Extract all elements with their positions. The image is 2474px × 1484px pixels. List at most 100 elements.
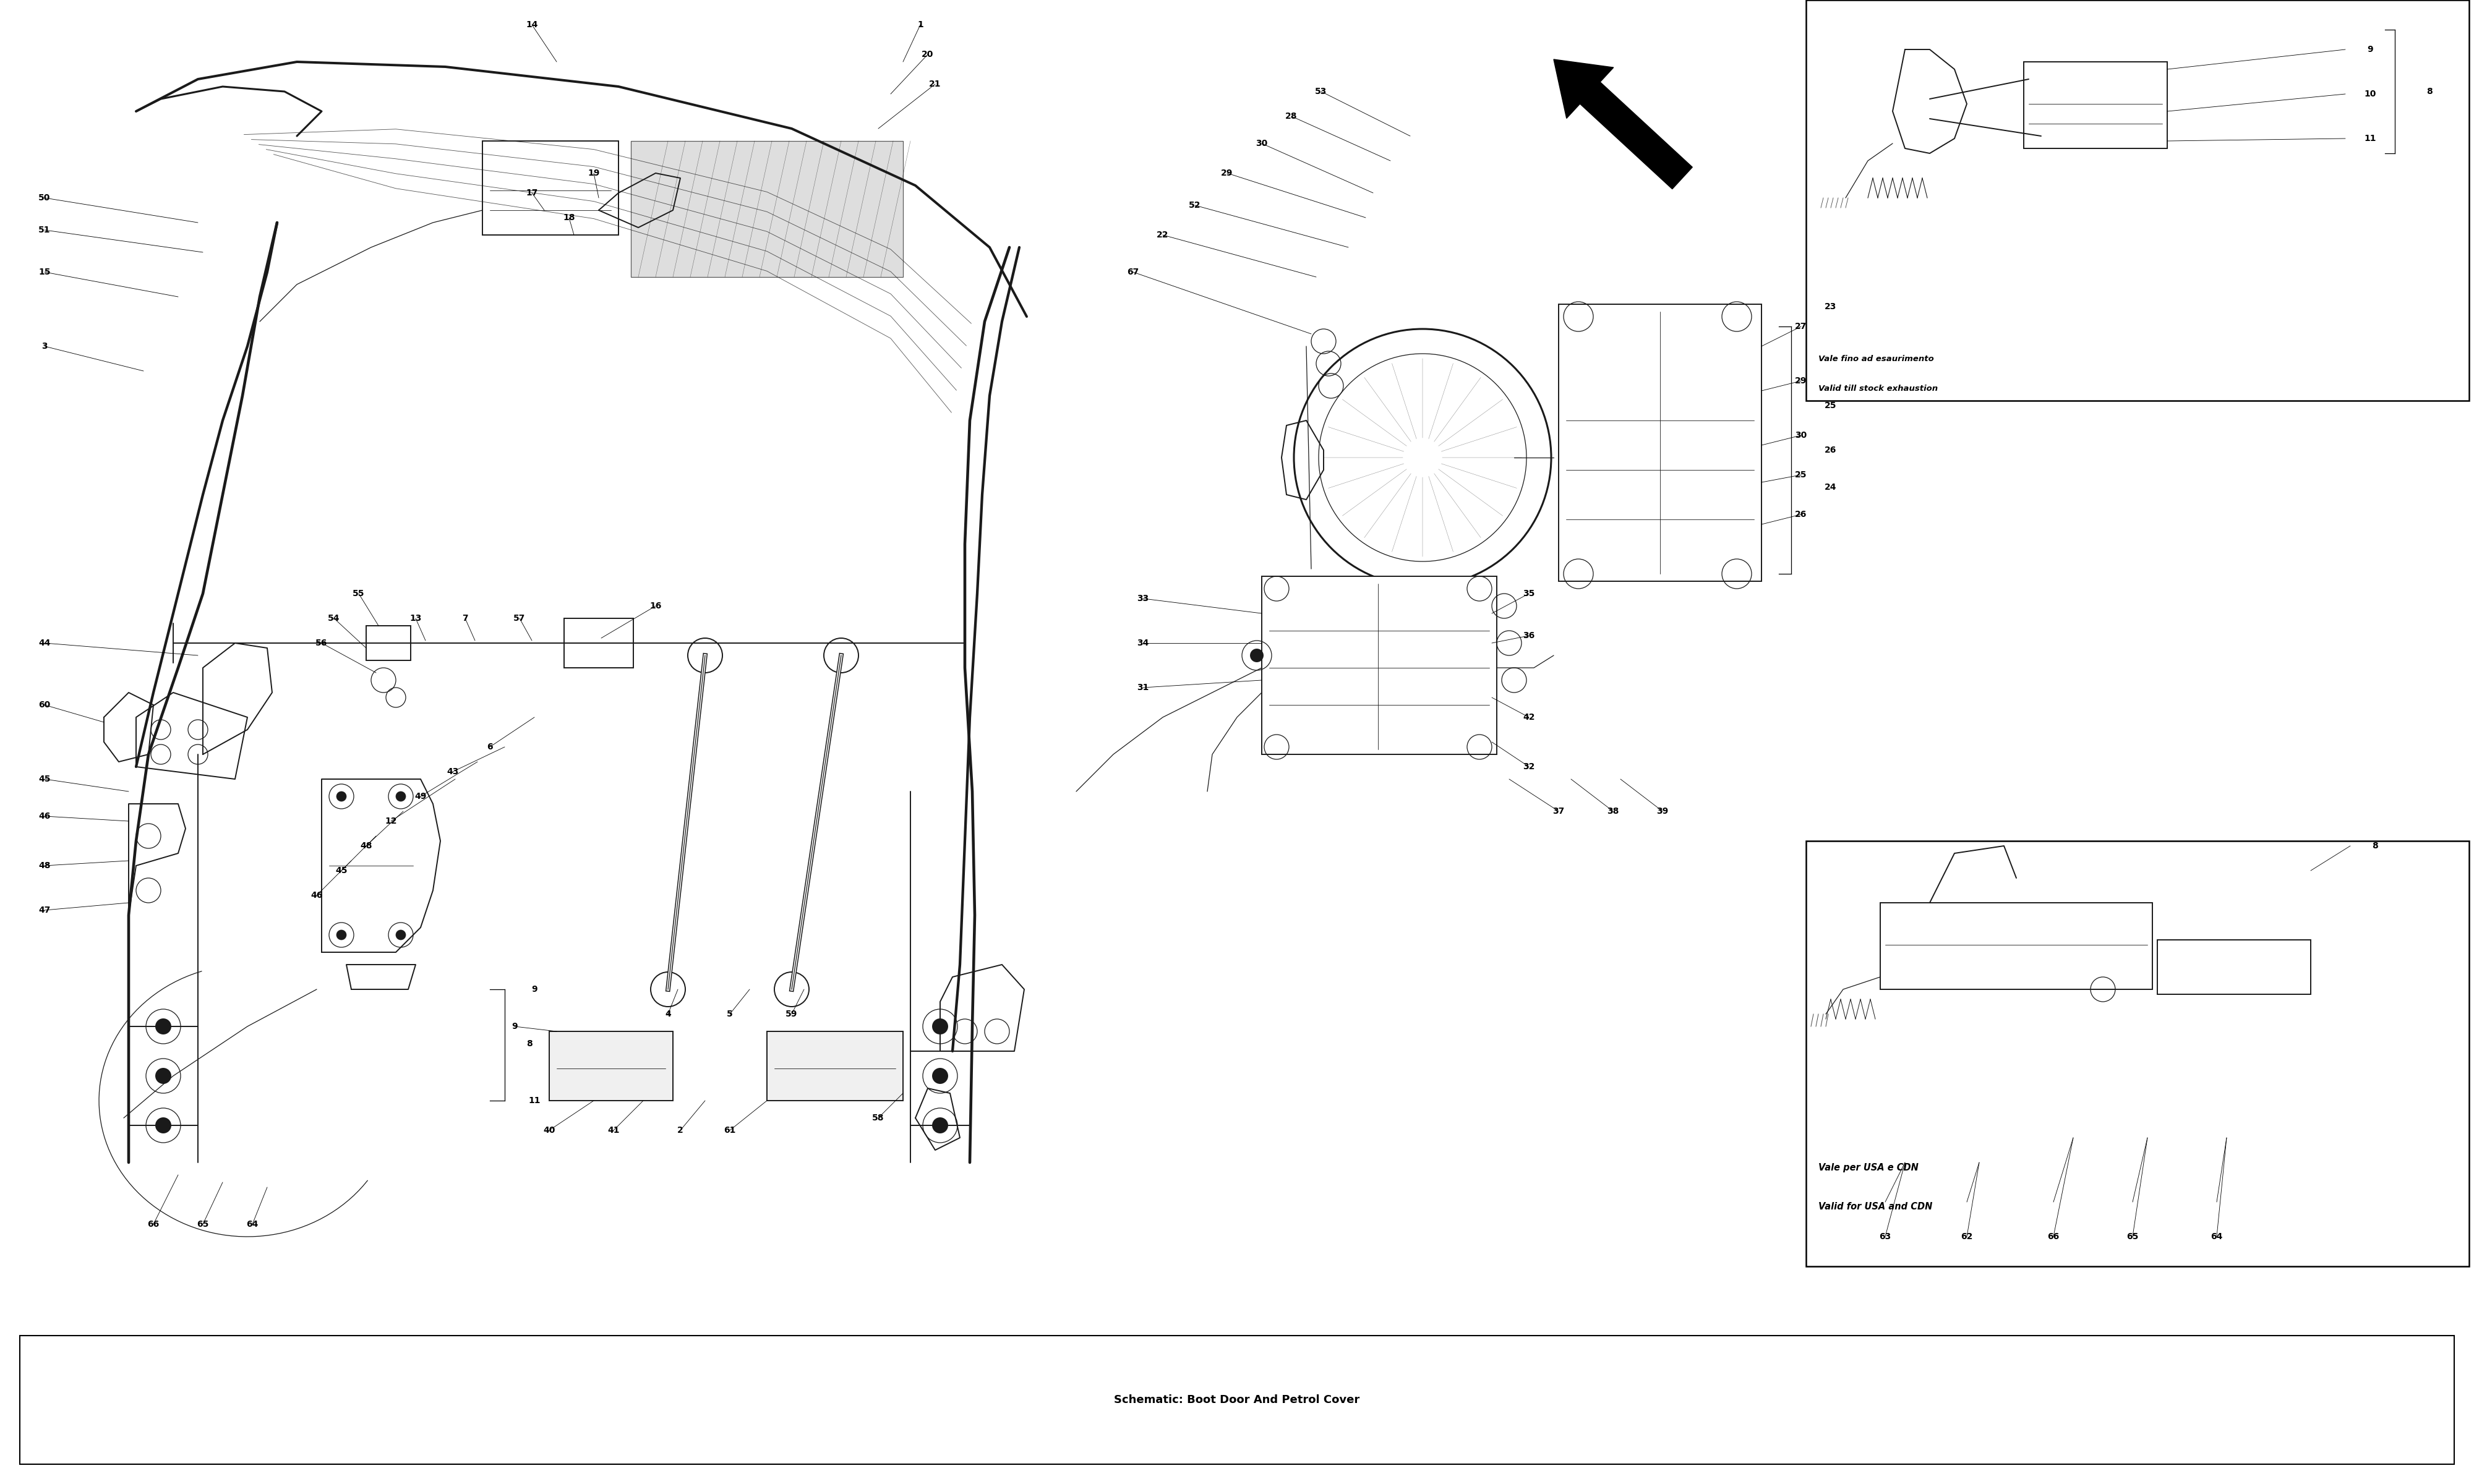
- Text: 46: 46: [40, 812, 49, 821]
- Text: 46: 46: [312, 890, 322, 899]
- Circle shape: [651, 972, 685, 1006]
- Circle shape: [336, 930, 346, 939]
- Text: 41: 41: [609, 1126, 618, 1135]
- Circle shape: [388, 784, 413, 809]
- Text: Vale fino ad esaurimento: Vale fino ad esaurimento: [1818, 355, 1935, 362]
- Text: 9: 9: [2368, 45, 2373, 53]
- Text: 8: 8: [527, 1039, 532, 1048]
- Circle shape: [396, 930, 406, 939]
- Text: 8: 8: [2373, 841, 2378, 850]
- Circle shape: [774, 972, 809, 1006]
- Text: 24: 24: [1826, 482, 1836, 491]
- Text: Vale per USA e CDN: Vale per USA e CDN: [1818, 1163, 1917, 1172]
- FancyArrow shape: [1554, 59, 1692, 188]
- Text: 42: 42: [1524, 712, 1534, 721]
- Text: 9: 9: [532, 985, 537, 994]
- Text: 45: 45: [40, 775, 49, 784]
- Text: 25: 25: [1826, 401, 1836, 410]
- Text: Valid for USA and CDN: Valid for USA and CDN: [1818, 1202, 1932, 1211]
- Text: 3: 3: [42, 341, 47, 350]
- Text: 12: 12: [386, 816, 396, 825]
- Text: 43: 43: [448, 767, 458, 776]
- Circle shape: [923, 1109, 957, 1143]
- Text: 66: 66: [2048, 1232, 2058, 1241]
- Text: 47: 47: [40, 905, 49, 914]
- Bar: [1880, 902, 2152, 990]
- Text: 23: 23: [1826, 303, 1836, 312]
- Text: 29: 29: [1222, 169, 1232, 178]
- Circle shape: [396, 791, 406, 801]
- Text: 64: 64: [2212, 1232, 2222, 1241]
- Text: 57: 57: [515, 614, 524, 623]
- Text: 13: 13: [411, 614, 421, 623]
- Text: 52: 52: [1190, 200, 1200, 209]
- Text: 37: 37: [1554, 807, 1564, 816]
- Circle shape: [1252, 650, 1264, 662]
- Text: 19: 19: [589, 169, 599, 178]
- Text: 35: 35: [1524, 589, 1534, 598]
- Text: 15: 15: [40, 267, 49, 276]
- Text: 1: 1: [918, 21, 923, 30]
- Text: 38: 38: [1608, 807, 1618, 816]
- Text: 44: 44: [40, 638, 49, 647]
- Text: 30: 30: [1796, 430, 1806, 439]
- Text: 22: 22: [1158, 230, 1168, 239]
- Text: 20: 20: [923, 50, 933, 59]
- Bar: [767, 1031, 903, 1101]
- Text: 53: 53: [1316, 88, 1326, 96]
- Bar: [1806, 0, 2469, 401]
- Bar: [1262, 576, 1497, 754]
- Bar: [482, 141, 618, 234]
- Circle shape: [156, 1020, 171, 1034]
- Text: 11: 11: [529, 1097, 539, 1106]
- Bar: [2024, 62, 2167, 148]
- Text: 45: 45: [336, 867, 346, 876]
- Text: 26: 26: [1796, 510, 1806, 519]
- Text: 60: 60: [40, 700, 49, 709]
- Text: 11: 11: [2365, 134, 2375, 142]
- Circle shape: [933, 1020, 948, 1034]
- Text: 49: 49: [416, 792, 426, 801]
- Text: 65: 65: [2128, 1232, 2138, 1241]
- Circle shape: [146, 1058, 181, 1094]
- Text: 61: 61: [725, 1126, 735, 1135]
- Text: 50: 50: [40, 193, 49, 202]
- Bar: [2157, 939, 2311, 994]
- Text: Valid till stock exhaustion: Valid till stock exhaustion: [1818, 384, 1937, 392]
- Text: 29: 29: [1796, 377, 1806, 386]
- Text: 54: 54: [329, 614, 339, 623]
- Text: 16: 16: [651, 601, 661, 610]
- Bar: [20, 1336, 2454, 1465]
- Text: Schematic: Boot Door And Petrol Cover: Schematic: Boot Door And Petrol Cover: [1113, 1395, 1361, 1405]
- Text: 34: 34: [1138, 638, 1148, 647]
- Text: 30: 30: [1257, 139, 1267, 148]
- Circle shape: [933, 1117, 948, 1132]
- Circle shape: [156, 1117, 171, 1132]
- Text: 10: 10: [2365, 89, 2375, 98]
- Text: 66: 66: [148, 1220, 158, 1229]
- Text: 21: 21: [930, 80, 940, 89]
- Text: 64: 64: [247, 1220, 257, 1229]
- Bar: [366, 626, 411, 660]
- Circle shape: [156, 1068, 171, 1083]
- Text: 59: 59: [787, 1009, 797, 1018]
- Text: 63: 63: [1880, 1232, 1890, 1241]
- Bar: [549, 1031, 673, 1101]
- Text: 58: 58: [873, 1113, 883, 1122]
- Text: 4: 4: [666, 1009, 670, 1018]
- Text: 14: 14: [527, 21, 537, 30]
- Text: 36: 36: [1524, 631, 1534, 640]
- Circle shape: [388, 923, 413, 947]
- Circle shape: [933, 1068, 948, 1083]
- Text: 32: 32: [1524, 763, 1534, 772]
- Bar: [564, 619, 633, 668]
- Text: 25: 25: [1796, 470, 1806, 479]
- Text: 2: 2: [678, 1126, 683, 1135]
- Circle shape: [688, 638, 722, 672]
- Circle shape: [923, 1058, 957, 1094]
- Text: 65: 65: [198, 1220, 208, 1229]
- Circle shape: [824, 638, 858, 672]
- Text: 9: 9: [512, 1022, 517, 1031]
- Text: 27: 27: [1796, 322, 1806, 331]
- Text: 7: 7: [463, 614, 468, 623]
